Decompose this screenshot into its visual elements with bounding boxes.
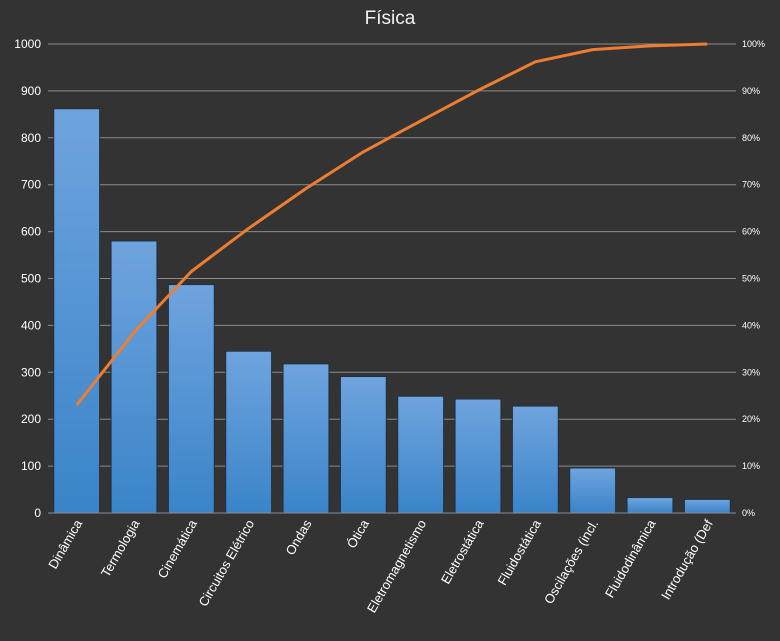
y2-tick-label: 10%: [742, 461, 760, 471]
bar: [511, 405, 559, 514]
x-tick-label: Oscilações (incl.: [541, 517, 601, 606]
bar: [626, 497, 674, 514]
y2-tick-label: 90%: [742, 86, 760, 96]
x-tick-label: Cinemática: [154, 516, 200, 580]
cumulative-line-layer: [75, 42, 708, 407]
y-axis-left: 0 100 200 300 400 500 600 700 800 900 1000: [14, 37, 41, 520]
bar: [53, 108, 101, 514]
y-tick-label: 1000: [14, 37, 41, 51]
bar: [110, 240, 158, 514]
bar: [167, 284, 215, 514]
y-tick-label: 700: [21, 178, 41, 192]
line-point: [706, 43, 708, 45]
y-tick-label: 300: [21, 365, 41, 379]
cumulative-line: [75, 42, 708, 407]
line-point: [190, 270, 192, 272]
line-point: [305, 187, 307, 189]
bars: [53, 108, 731, 514]
x-tick-label: Ondas: [282, 517, 314, 558]
x-tick-label: Eletrostática: [438, 516, 487, 586]
x-tick-label: Dinâmica: [45, 516, 85, 571]
y-tick-label: 200: [21, 412, 41, 426]
line-point: [534, 61, 536, 63]
bar: [569, 467, 617, 514]
x-tick-label: Circuitos Elétrico: [196, 517, 258, 609]
y2-tick-label: 80%: [742, 133, 760, 143]
y-tick-label: 500: [21, 272, 41, 286]
x-tick-label: Introdução (Def: [658, 517, 716, 602]
y-tick-label: 400: [21, 318, 41, 332]
x-tick-label: Termologia: [98, 516, 143, 579]
y2-tick-label: 70%: [742, 180, 760, 190]
y2-tick-label: 60%: [742, 227, 760, 237]
y-tick-label: 900: [21, 84, 41, 98]
chart-title: Física: [364, 8, 416, 29]
bar: [683, 498, 731, 514]
y2-tick-label: 40%: [742, 320, 760, 330]
bar: [225, 350, 273, 514]
y-axis-right: 0% 10% 20% 30% 40% 50% 60% 70% 80% 90% 100%: [742, 39, 765, 518]
bar: [397, 395, 445, 514]
line-point: [477, 89, 479, 91]
line-point: [649, 45, 651, 47]
y2-tick-label: 30%: [742, 367, 760, 377]
y2-tick-label: 0%: [742, 508, 755, 518]
line-point: [420, 120, 422, 122]
y2-tick-label: 50%: [742, 274, 760, 284]
line-point: [248, 227, 250, 229]
y-tick-label: 800: [21, 131, 41, 145]
bar: [454, 398, 502, 514]
line-point: [76, 404, 78, 406]
line-point: [592, 49, 594, 51]
x-tick-label: Fluidodinâmica: [602, 516, 659, 600]
y-tick-label: 0: [34, 506, 41, 520]
y2-tick-label: 100%: [742, 39, 765, 49]
x-tick-label: Ótica: [344, 516, 373, 550]
x-tick-label: Eletromagnetismo: [364, 517, 429, 615]
bar: [282, 363, 330, 514]
y-tick-label: 600: [21, 225, 41, 239]
line-point: [133, 331, 135, 333]
y2-tick-label: 20%: [742, 414, 760, 424]
line-point: [362, 151, 364, 153]
x-tick-label: Fluidostática: [494, 516, 544, 587]
bar: [339, 376, 387, 514]
y-tick-label: 100: [21, 459, 41, 473]
